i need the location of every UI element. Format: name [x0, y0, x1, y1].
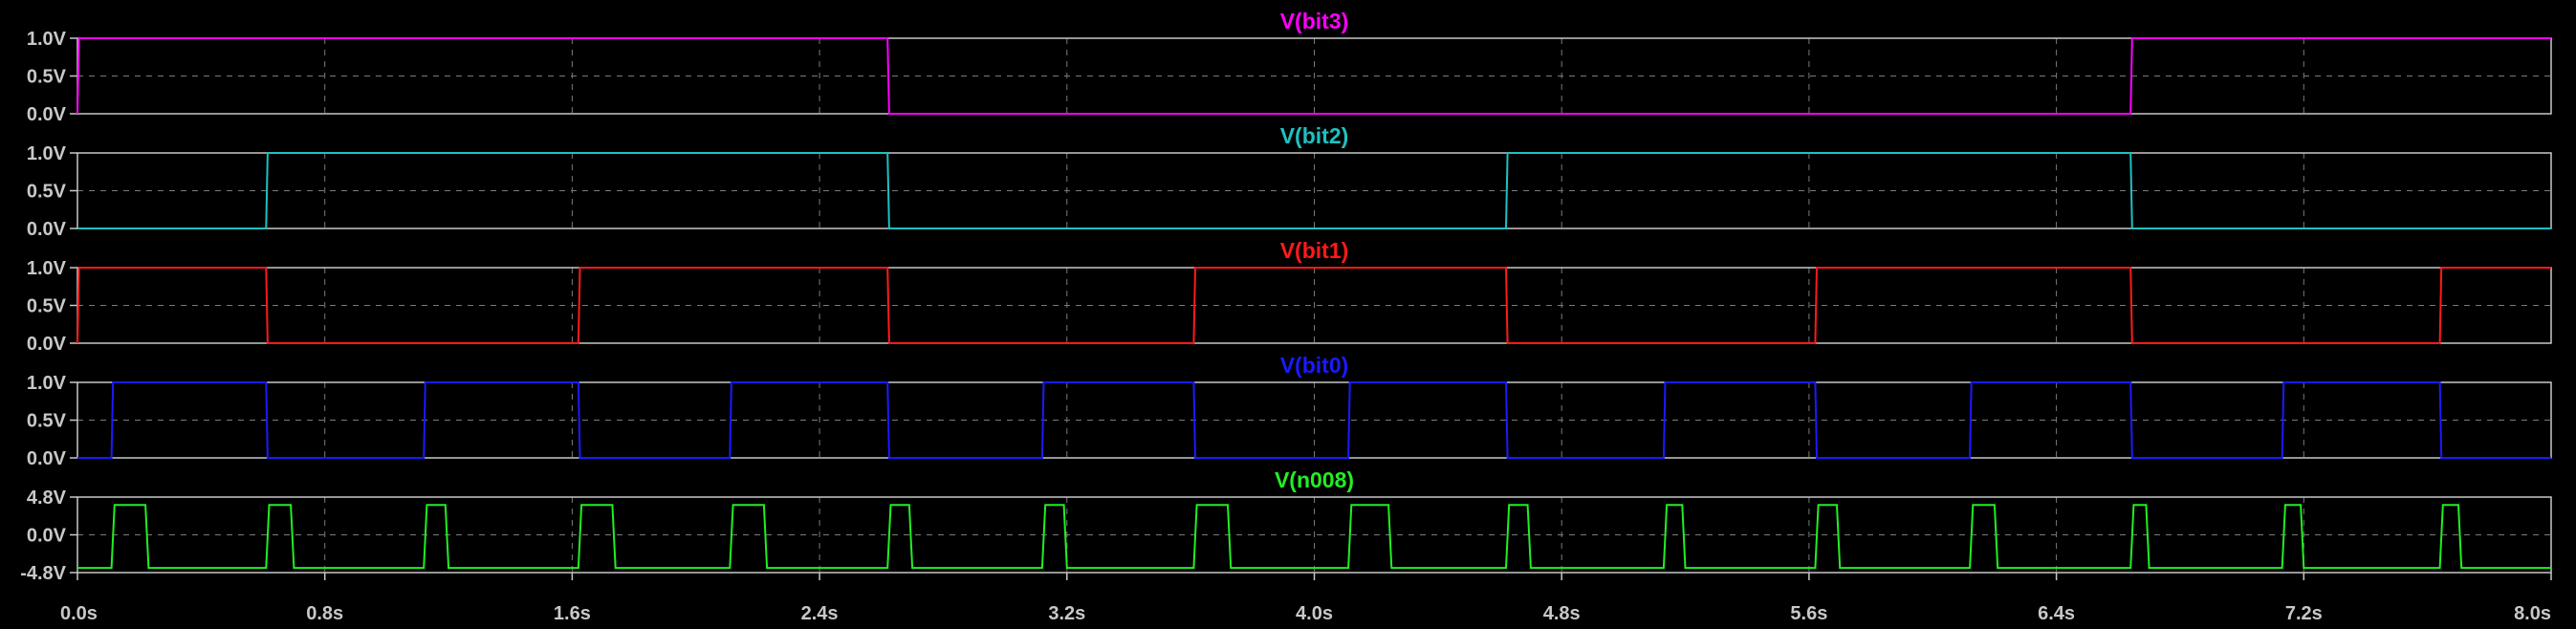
series-trace — [76, 37, 2551, 115]
y-tick-label: 0.5V — [27, 296, 67, 317]
panel-v-bit2: 1.0V 0.5V 0.0V V(bit2) — [27, 123, 2552, 240]
y-tick-label: 0.0V — [27, 526, 67, 547]
y-tick-label: 1.0V — [27, 258, 67, 279]
x-tick-label: 4.0s — [1296, 603, 1333, 624]
series-title: V(bit3) — [1280, 9, 1349, 33]
x-tick-label: 7.2s — [2285, 603, 2323, 624]
y-tick-label: 1.0V — [27, 143, 67, 164]
y-tick-label: 0.5V — [27, 182, 67, 203]
x-tick-label: 3.2s — [1048, 603, 1085, 624]
y-tick-label: 0.5V — [27, 67, 67, 88]
y-tick-label: 0.0V — [27, 219, 67, 240]
series-title: V(bit2) — [1280, 123, 1349, 148]
x-tick-label: 0.0s — [60, 603, 98, 624]
x-tick-label: 6.4s — [2038, 603, 2075, 624]
y-tick-label: 4.8V — [27, 488, 67, 509]
x-tick-label: 1.6s — [554, 603, 591, 624]
y-tick-label: -4.8V — [20, 563, 66, 584]
series-title: V(n008) — [1275, 467, 1354, 492]
x-tick-label: 2.4s — [801, 603, 839, 624]
panel-v-bit0: 1.0V 0.5V 0.0V V(bit0) — [27, 353, 2552, 469]
x-axis: 0.0s 0.8s 1.6s 2.4s 3.2s 4.0s 4.8s 5.6s 6.4s 7.2s… — [60, 573, 2552, 624]
y-tick-label: 0.0V — [27, 104, 67, 125]
series-trace — [77, 381, 2551, 459]
series-trace — [77, 152, 2551, 229]
y-tick-label: 0.5V — [27, 411, 67, 432]
x-tick-label: 8.0s — [2514, 603, 2551, 624]
y-tick-label: 1.0V — [27, 29, 67, 50]
y-tick-label: 0.0V — [27, 448, 67, 469]
series-title: V(bit0) — [1280, 353, 1349, 378]
y-tick-label: 1.0V — [27, 373, 67, 394]
x-tick-label: 5.6s — [1790, 603, 1827, 624]
x-tick-label: 0.8s — [306, 603, 343, 624]
y-tick-label: 0.0V — [27, 334, 67, 355]
series-trace — [77, 504, 2551, 570]
series-title: V(bit1) — [1280, 238, 1349, 263]
panels: 1.0V0.5V0.0VV(bit3)1.0V0.5V0.0VV(bit2)1.… — [20, 9, 2552, 584]
panel-v-bit3: 1.0V 0.5V 0.0V V(bit3) — [27, 9, 2552, 125]
panel-v-n008: 4.8V 0.0V -4.8V V(n008) — [20, 467, 2552, 584]
x-tick-label: 4.8s — [1543, 603, 1581, 624]
panel-v-bit1: 1.0V 0.5V 0.0V V(bit1) — [27, 238, 2552, 355]
series-trace — [76, 267, 2551, 344]
